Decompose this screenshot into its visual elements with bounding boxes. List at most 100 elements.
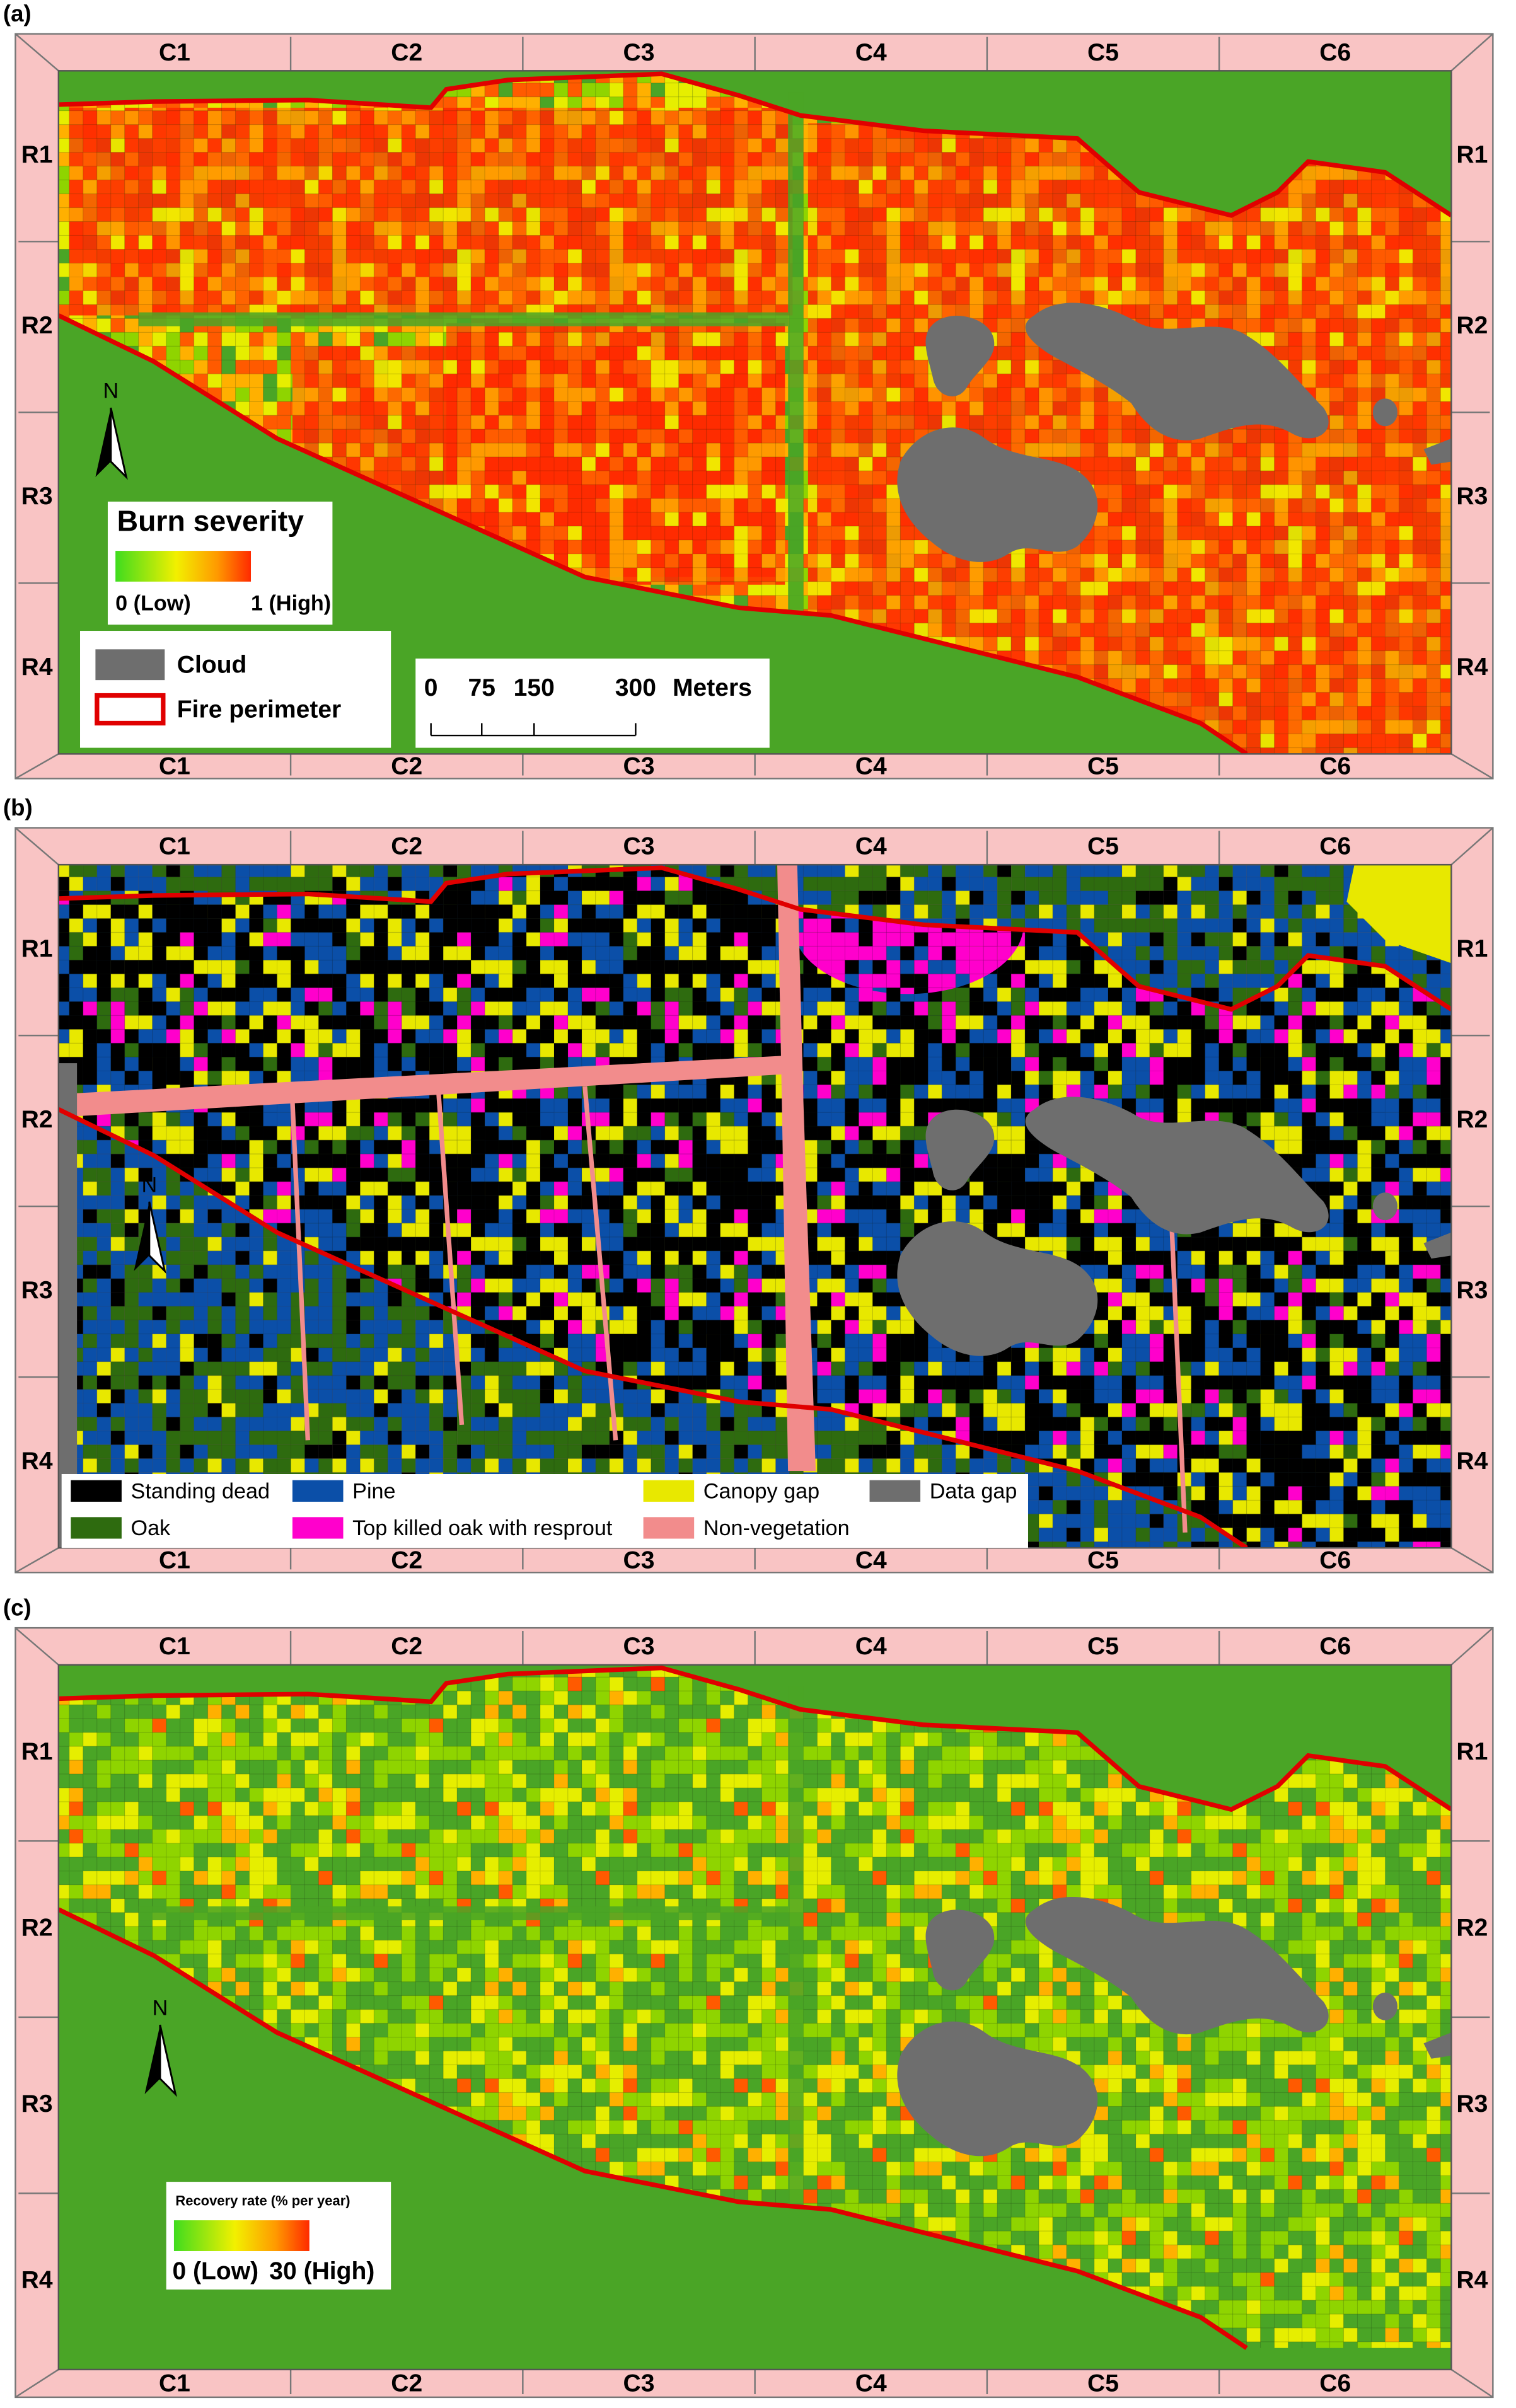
map-border bbox=[57, 863, 1452, 1549]
legend-title: Recovery rate (% per year) bbox=[175, 2193, 350, 2209]
row-label: R2 bbox=[21, 1106, 53, 1133]
map-content bbox=[58, 1664, 1452, 2370]
legend-swatch bbox=[71, 1517, 122, 1539]
column-label: C6 bbox=[1319, 1633, 1351, 1660]
legend-label: Oak bbox=[131, 1516, 171, 1540]
color-ramp bbox=[115, 551, 252, 582]
fire-perimeter bbox=[58, 1907, 1248, 2350]
scale-label: 150 bbox=[514, 674, 555, 701]
column-label: C1 bbox=[159, 1633, 190, 1660]
column-label: C1 bbox=[159, 2370, 190, 2397]
road bbox=[788, 1686, 804, 2210]
row-label: R4 bbox=[1456, 1448, 1488, 1475]
column-label: C1 bbox=[159, 753, 190, 780]
column-label: C4 bbox=[855, 1547, 887, 1574]
legend-low: 0 (Low) bbox=[115, 592, 191, 616]
frame-bevel bbox=[1450, 1627, 1494, 1666]
cloud bbox=[925, 1910, 995, 1991]
cloud bbox=[897, 1221, 1098, 1356]
legend-label: Standing dead bbox=[131, 1479, 270, 1503]
frame-bevel bbox=[1450, 753, 1493, 780]
column-label: C6 bbox=[1319, 2370, 1351, 2397]
panel-label: (a) bbox=[3, 1, 32, 26]
cloud bbox=[1025, 1097, 1329, 1235]
legend-label: Data gap bbox=[930, 1479, 1017, 1503]
row-label: R3 bbox=[1456, 2090, 1488, 2117]
row-label: R4 bbox=[1456, 654, 1488, 681]
frame-bevel bbox=[1450, 33, 1494, 72]
fire-perimeter bbox=[58, 1107, 1248, 1548]
track bbox=[1167, 1178, 1188, 1533]
legend-swatch bbox=[643, 1517, 695, 1539]
row-label: R1 bbox=[1456, 935, 1488, 962]
scale-box bbox=[415, 658, 770, 748]
column-label: C3 bbox=[623, 39, 655, 66]
road bbox=[61, 1055, 789, 1117]
color-ramp bbox=[173, 2220, 310, 2251]
north-arrow bbox=[159, 2024, 177, 2097]
row-label: R4 bbox=[21, 654, 53, 681]
row-label: R1 bbox=[1456, 1738, 1488, 1765]
scale-unit: Meters bbox=[673, 674, 752, 701]
panel-label: (c) bbox=[3, 1595, 32, 1621]
column-label: C1 bbox=[159, 39, 190, 66]
row-label: R2 bbox=[1456, 1106, 1488, 1133]
legend-high: 30 (High) bbox=[269, 2257, 374, 2284]
panel-label: (b) bbox=[3, 795, 33, 821]
frame-bevel bbox=[14, 33, 59, 72]
legend-high: 1 (High) bbox=[251, 592, 331, 616]
map-content bbox=[58, 865, 1452, 1548]
column-label: C4 bbox=[855, 39, 887, 66]
frame-bevel bbox=[14, 827, 59, 866]
cloud bbox=[1372, 1192, 1397, 1221]
frame-bevel bbox=[14, 1627, 59, 1666]
column-label: C6 bbox=[1319, 39, 1351, 66]
column-label: C2 bbox=[391, 2370, 422, 2397]
cloud bbox=[1372, 1992, 1397, 2020]
canopy-gap-patch bbox=[1346, 865, 1452, 964]
north-arrow bbox=[144, 2025, 160, 2094]
legend-label: Cloud bbox=[177, 651, 247, 678]
fire-perimeter bbox=[58, 313, 1248, 754]
north-arrow bbox=[110, 407, 128, 480]
legend-box bbox=[80, 631, 391, 748]
frame-bevel bbox=[1450, 2368, 1494, 2398]
cloud bbox=[897, 2021, 1098, 2157]
frame-bevel bbox=[14, 753, 59, 780]
row-label: R1 bbox=[21, 1738, 53, 1765]
row-label: R3 bbox=[21, 483, 53, 510]
column-label: C3 bbox=[623, 833, 655, 860]
map-border bbox=[57, 1664, 1452, 2371]
track bbox=[582, 1086, 618, 1441]
burn-area bbox=[58, 868, 1452, 1548]
legend-label: Pine bbox=[352, 1479, 395, 1503]
column-label: C6 bbox=[1319, 1547, 1351, 1574]
column-label: C6 bbox=[1319, 753, 1351, 780]
row-label: R1 bbox=[1456, 141, 1488, 168]
row-label: R2 bbox=[1456, 312, 1488, 339]
cloud bbox=[925, 1109, 995, 1190]
legend-swatch bbox=[95, 693, 166, 726]
column-label: C2 bbox=[391, 1547, 422, 1574]
legend-label: Fire perimeter bbox=[177, 696, 341, 723]
column-label: C2 bbox=[391, 753, 422, 780]
cloud bbox=[1423, 438, 1452, 465]
row-label: R3 bbox=[1456, 1277, 1488, 1304]
column-label: C3 bbox=[623, 2370, 655, 2397]
frame-bevel bbox=[1450, 827, 1494, 866]
cloud bbox=[925, 315, 995, 396]
map bbox=[58, 865, 1452, 1548]
column-label: C2 bbox=[391, 1633, 422, 1660]
legend-swatch bbox=[869, 1480, 921, 1502]
column-label: C5 bbox=[1087, 2370, 1119, 2397]
road bbox=[138, 1906, 789, 1921]
burn-high bbox=[69, 107, 1452, 754]
legend-box bbox=[61, 1473, 1028, 1548]
column-label: C3 bbox=[623, 1633, 655, 1660]
cloud bbox=[1423, 1232, 1452, 1259]
track bbox=[436, 1093, 465, 1426]
row-label: R3 bbox=[1456, 483, 1488, 510]
column-label: C5 bbox=[1087, 753, 1119, 780]
